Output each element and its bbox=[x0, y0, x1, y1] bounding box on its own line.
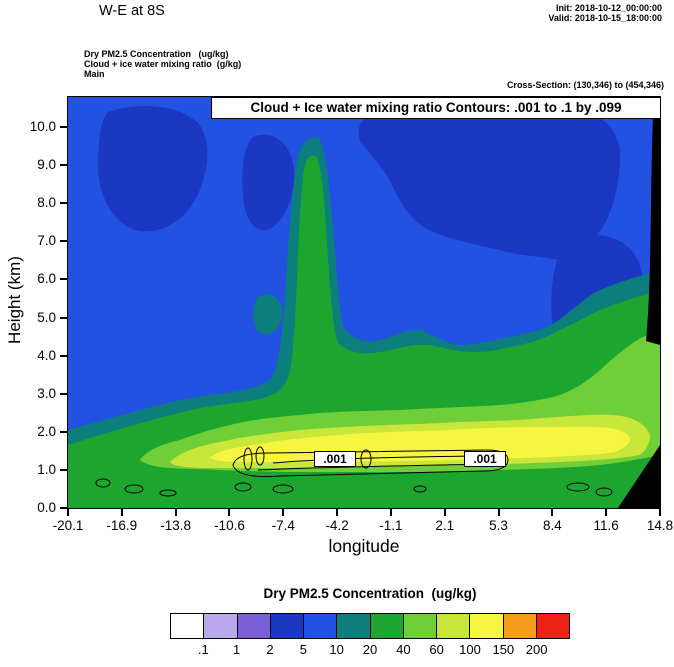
x-axis-title: longitude bbox=[328, 536, 400, 556]
contour-plot bbox=[68, 97, 660, 508]
colorbar-label: .1 bbox=[197, 642, 209, 657]
colorbar-label: 150 bbox=[492, 642, 515, 657]
x-tick-mark bbox=[282, 509, 285, 516]
field-label-pm25: Dry PM2.5 Concentration (ug/kg) bbox=[84, 49, 229, 59]
y-tick-label: 8.0 bbox=[37, 195, 56, 211]
colorbar-segment bbox=[237, 614, 271, 638]
colorbar-label: 100 bbox=[459, 642, 481, 657]
colorbar-segment bbox=[470, 614, 504, 638]
colorbar-label: 1 bbox=[233, 642, 241, 657]
colorbar-label: 40 bbox=[396, 642, 411, 657]
x-tick-label: 14.8 bbox=[646, 518, 674, 533]
x-tick-mark bbox=[228, 509, 231, 516]
y-tick-label: 3.0 bbox=[37, 385, 56, 401]
field-label-cloud-ice: Cloud + ice water mixing ratio (g/kg) bbox=[84, 59, 242, 69]
terrain-mask bbox=[618, 118, 660, 508]
colorbar-label: 200 bbox=[525, 642, 548, 657]
colorbar-label: 60 bbox=[429, 642, 444, 657]
colorbar bbox=[170, 613, 570, 639]
y-tick-label: 9.0 bbox=[37, 157, 56, 173]
x-tick-label: 11.6 bbox=[593, 518, 619, 533]
contour-label: .001 bbox=[464, 451, 506, 467]
colorbar-title: Dry PM2.5 Concentration (ug/kg) bbox=[263, 586, 477, 601]
plot-area bbox=[67, 96, 661, 509]
x-tick-label: 8.4 bbox=[542, 518, 562, 533]
x-tick-mark bbox=[443, 509, 446, 516]
x-tick-mark bbox=[336, 509, 339, 516]
x-tick-mark bbox=[389, 509, 392, 516]
y-axis-title: Height (km) bbox=[5, 256, 24, 344]
y-tick-label: 1.0 bbox=[37, 461, 56, 477]
x-tick-mark bbox=[120, 509, 123, 516]
colorbar-segment bbox=[370, 614, 404, 638]
contour-info-banner: Cloud + Ice water mixing ratio Contours:… bbox=[211, 97, 661, 119]
x-tick-label: -1.1 bbox=[379, 518, 403, 533]
colorbar-segment bbox=[337, 614, 371, 638]
colorbar-segment bbox=[503, 614, 537, 638]
colorbar-segment bbox=[437, 614, 471, 638]
field-label-domain: Main bbox=[84, 69, 105, 79]
x-tick-mark bbox=[551, 509, 554, 516]
colorbar-segment bbox=[403, 614, 437, 638]
x-tick-label: -10.6 bbox=[214, 518, 245, 533]
colorbar-segment bbox=[270, 614, 304, 638]
cloud-ice-contours bbox=[95, 446, 613, 497]
colorbar-label: 20 bbox=[362, 642, 378, 657]
x-tick-label: -16.9 bbox=[106, 518, 138, 533]
x-tick-mark bbox=[659, 509, 661, 516]
y-tick-label: 2.0 bbox=[37, 423, 56, 439]
x-tick-label: -20.1 bbox=[52, 518, 84, 533]
valid-time: Valid: 2018-10-15_18:00:00 bbox=[548, 13, 662, 23]
colorbar-segment bbox=[204, 614, 238, 638]
x-tick-mark bbox=[174, 509, 177, 516]
x-tick-label: 2.1 bbox=[435, 518, 455, 533]
colorbar-label: 10 bbox=[329, 642, 344, 657]
fill-blob-10-20 bbox=[253, 294, 283, 335]
colorbar-segment bbox=[171, 614, 205, 638]
x-tick-mark bbox=[497, 509, 500, 516]
colorbar-segment bbox=[536, 614, 569, 638]
init-time: Init: 2018-10-12_00:00:00 bbox=[555, 3, 662, 13]
x-tick-label: -13.8 bbox=[160, 518, 192, 533]
fill-regions-2-5 bbox=[97, 104, 645, 394]
y-tick-label: 0.0 bbox=[37, 500, 56, 515]
x-tick-label: -7.4 bbox=[271, 518, 295, 533]
contour-label: .001 bbox=[314, 451, 356, 467]
colorbar-label: 5 bbox=[299, 642, 307, 657]
y-tick-label: 10.0 bbox=[29, 119, 56, 134]
cross-section-coords: Cross-Section: (130,346) to (454,346) bbox=[506, 80, 664, 90]
colorbar-segment bbox=[304, 614, 338, 638]
colorbar-label: 2 bbox=[266, 642, 274, 657]
x-tick-mark bbox=[67, 509, 69, 516]
x-tick-label: 5.3 bbox=[489, 518, 508, 533]
x-tick-label: -4.2 bbox=[325, 518, 349, 533]
page-title: W-E at 8S bbox=[99, 3, 165, 19]
x-tick-mark bbox=[605, 509, 608, 516]
